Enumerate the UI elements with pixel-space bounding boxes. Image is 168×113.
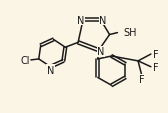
Text: N: N xyxy=(99,16,106,26)
Text: N: N xyxy=(47,65,54,75)
Text: SH: SH xyxy=(123,27,137,37)
Text: F: F xyxy=(153,50,158,60)
Text: F: F xyxy=(153,62,158,72)
Text: N: N xyxy=(97,47,104,57)
Text: N: N xyxy=(77,16,85,26)
Text: Cl: Cl xyxy=(20,55,30,65)
Text: F: F xyxy=(139,75,145,85)
